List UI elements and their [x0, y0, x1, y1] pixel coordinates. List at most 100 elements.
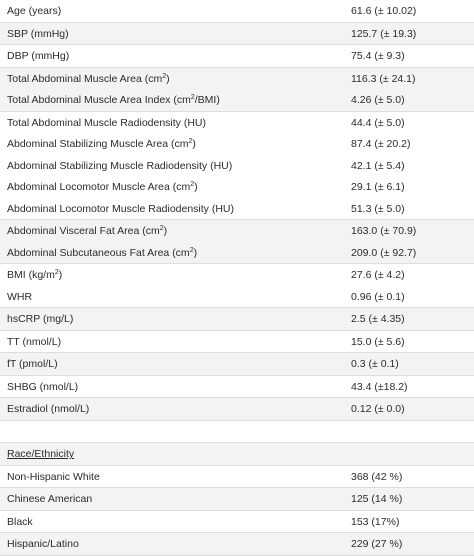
table-row: BMI (kg/m2) 27.6 (± 4.2): [0, 264, 474, 286]
table-row: TT (nmol/L) 15.0 (± 5.6): [0, 331, 474, 353]
label-text: Total Abdominal Muscle Area Index (cm: [7, 94, 191, 106]
row-value: 15.0 (± 5.6): [351, 335, 405, 348]
row-label: Estradiol (nmol/L): [7, 403, 89, 415]
row-label: Abdominal Stabilizing Muscle Radiodensit…: [7, 160, 232, 172]
label-text: Race/Ethnicity: [7, 448, 75, 460]
table-row-group: BMI (kg/m2) 27.6 (± 4.2) WHR 0.96 (± 0.1): [0, 264, 474, 308]
row-label: Hispanic/Latino: [7, 538, 79, 550]
row-label: Abdominal Locomotor Muscle Radiodensity …: [7, 203, 234, 215]
label-text: Total Abdominal Muscle Radiodensity (HU): [7, 116, 207, 129]
table-row: Non-Hispanic White 368 (42 %): [0, 466, 474, 488]
label-text: Abdominal Locomotor Muscle Area (cm: [7, 181, 191, 193]
label-text: hsCRP (mg/L): [7, 313, 74, 325]
row-label: Chinese American: [7, 493, 92, 505]
row-label: SBP (mmHg): [7, 28, 69, 40]
label-text: TT (nmol/L): [7, 335, 62, 348]
table-row: SBP (mmHg) 125.7 (± 19.3): [0, 23, 474, 45]
table-row: Abdominal Stabilizing Muscle Area (cm2) 8…: [0, 133, 474, 155]
row-label: Black: [7, 516, 33, 528]
label-text: SHBG (nmol/L): [7, 380, 79, 393]
table-row-group: DBP (mmHg) 75.4 (± 9.3): [0, 45, 474, 68]
row-label: fT (pmol/L): [7, 358, 58, 370]
row-label: WHR: [7, 291, 32, 303]
row-value: 42.1 (± 5.4): [351, 159, 405, 172]
label-text: Abdominal Locomotor Muscle Radiodensity …: [7, 202, 235, 215]
label-text: Abdominal Stabilizing Muscle Radiodensit…: [7, 159, 233, 172]
table-row: hsCRP (mg/L) 2.5 (± 4.35): [0, 308, 474, 330]
label-suffix: /BMI): [194, 94, 220, 106]
row-label: Non-Hispanic White: [7, 471, 100, 483]
table-row-group: Age (years) 61.6 (± 10.02): [0, 0, 474, 23]
table-row: fT (pmol/L) 0.3 (± 0.1): [0, 353, 474, 375]
label-suffix: ): [58, 269, 63, 281]
label-suffix: ): [193, 246, 198, 259]
label-superscript: 2: [188, 138, 193, 145]
table-row-group: SBP (mmHg) 125.7 (± 19.3): [0, 22, 474, 45]
row-value: 61.6 (± 10.02): [351, 5, 417, 17]
label-superscript: 2: [162, 72, 167, 80]
table-row-group: fT (pmol/L) 0.3 (± 0.1): [0, 353, 474, 376]
row-value: 209.0 (± 92.7): [351, 246, 417, 259]
label-text: SBP (mmHg): [7, 27, 69, 40]
table-row-group: TT (nmol/L) 15.0 (± 5.6): [0, 330, 474, 353]
table-row: Hispanic/Latino 229 (27 %): [0, 533, 474, 555]
label-text: Chinese American: [7, 493, 93, 505]
label-text: Age (years): [7, 5, 62, 17]
table-row-group: Black 153 (17%): [0, 510, 474, 533]
label-text: Estradiol (nmol/L): [7, 403, 90, 415]
row-value: 43.4 (±18.2): [351, 380, 408, 393]
table-row-group: Hispanic/Latino 229 (27 %): [0, 533, 474, 556]
row-label: Total Abdominal Muscle Radiodensity (HU): [7, 117, 206, 129]
label-suffix: ): [166, 72, 170, 85]
table-row-group: Chinese American 125 (14 %): [0, 488, 474, 511]
row-label: Age (years): [7, 5, 61, 17]
row-value: 0.3 (± 0.1): [351, 358, 399, 370]
label-superscript: 2: [190, 181, 195, 188]
row-label: hsCRP (mg/L): [7, 313, 73, 325]
table-row: Abdominal Locomotor Muscle Area (cm2) 29.…: [0, 176, 474, 198]
table-row: [0, 421, 474, 443]
label-superscript: 2: [54, 269, 59, 276]
row-label: Total Abdominal Muscle Area Index (cm2/B…: [7, 94, 220, 106]
row-label: Abdominal Locomotor Muscle Area (cm2): [7, 181, 198, 193]
table-row: DBP (mmHg) 75.4 (± 9.3): [0, 45, 474, 67]
table-row: Abdominal Subcutaneous Fat Area (cm2) 209…: [0, 242, 474, 264]
section-heading: Race/Ethnicity: [7, 448, 74, 460]
label-text: DBP (mmHg): [7, 50, 70, 62]
label-text: Total Abdominal Muscle Area (cm: [7, 72, 163, 85]
table-row-group: Non-Hispanic White 368 (42 %): [0, 465, 474, 488]
table-row: WHR 0.96 (± 0.1): [0, 286, 474, 308]
table-row: Race/Ethnicity: [0, 443, 474, 465]
label-suffix: ): [192, 138, 196, 150]
row-label: BMI (kg/m2): [7, 269, 62, 281]
table-row: Abdominal Stabilizing Muscle Radiodensit…: [0, 155, 474, 177]
table-row: Total Abdominal Muscle Area (cm2) 116.3 (…: [0, 68, 474, 90]
row-value: 0.96 (± 0.1): [351, 290, 405, 303]
row-label: TT (nmol/L): [7, 336, 61, 348]
row-value: 51.3 (± 5.0): [351, 202, 405, 215]
label-suffix: ): [163, 225, 168, 237]
row-label: Abdominal Visceral Fat Area (cm2): [7, 225, 167, 237]
label-text: Abdominal Subcutaneous Fat Area (cm: [7, 246, 190, 259]
row-value: 44.4 (± 5.0): [351, 116, 405, 129]
label-superscript: 2: [189, 246, 194, 254]
table-row: Abdominal Visceral Fat Area (cm2) 163.0 (…: [0, 220, 474, 242]
table-row-group: SHBG (nmol/L) 43.4 (±18.2): [0, 375, 474, 398]
row-label: Abdominal Stabilizing Muscle Area (cm2): [7, 138, 196, 150]
table-row-group: Race/Ethnicity: [0, 443, 474, 466]
label-text: Hispanic/Latino: [7, 538, 79, 550]
label-text: Non-Hispanic White: [7, 470, 100, 483]
table-row: Age (years) 61.6 (± 10.02): [0, 0, 474, 22]
row-value: 368 (42 %): [351, 470, 403, 483]
label-superscript: 2: [159, 225, 164, 232]
row-value: 229 (27 %): [351, 538, 403, 550]
label-text: Abdominal Stabilizing Muscle Area (cm: [7, 138, 189, 150]
table-row: Estradiol (nmol/L) 0.12 (± 0.0): [0, 398, 474, 420]
row-value: 116.3 (± 24.1): [351, 72, 416, 85]
table-row: Total Abdominal Muscle Radiodensity (HU)…: [0, 112, 474, 134]
label-text: Abdominal Visceral Fat Area (cm: [7, 225, 160, 237]
row-value: 75.4 (± 9.3): [351, 50, 405, 62]
table-row: Abdominal Locomotor Muscle Radiodensity …: [0, 198, 474, 220]
row-value: 4.26 (± 5.0): [351, 94, 405, 106]
